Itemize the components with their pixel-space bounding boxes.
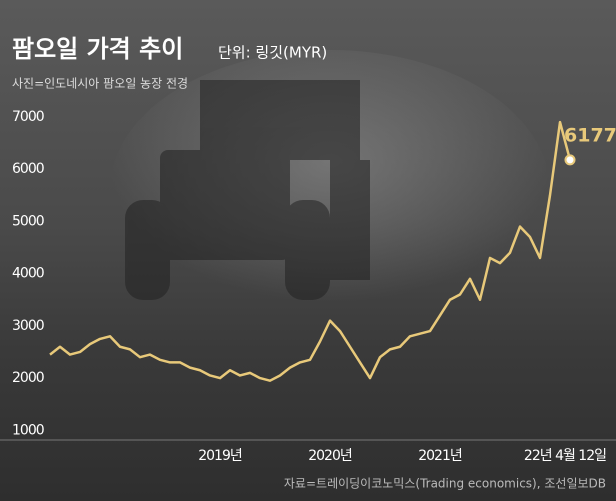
price-line [49,120,572,382]
tractor-silhouette [125,80,370,300]
y-tick-label: 6000 [12,161,44,177]
chart-title: 팜오일 가격 추이 [12,35,183,63]
x-tick-label: 2019년 [198,448,242,464]
x-tick-label: 2021년 [418,448,462,464]
x-tick-label: 2020년 [308,448,352,464]
x-tick-label: 22년 4월 12일 [524,448,606,464]
source: 자료=트레이딩이코노믹스(Trading economics), 조선일보DB [284,477,606,491]
last-point [564,154,576,166]
y-tick-label: 3000 [12,318,44,334]
photo-caption: 사진=인도네시아 팜오일 농장 전경 [12,77,188,91]
y-tick-label: 1000 [12,422,44,438]
y-tick-label: 4000 [12,266,44,282]
y-tick-label: 5000 [12,213,44,229]
y-tick-label: 2000 [12,370,44,386]
last-value-label: 6177 [564,124,616,146]
y-tick-label: 7000 [12,109,44,125]
chart-subtitle: 단위: 링깃(MYR) [218,44,327,62]
